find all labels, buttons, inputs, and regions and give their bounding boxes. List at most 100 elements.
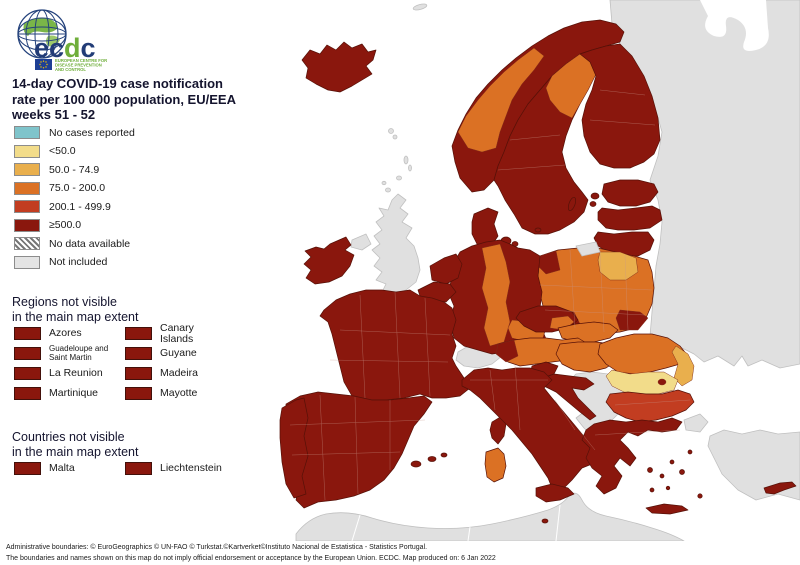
footer-line2: The boundaries and names shown on this m…: [6, 554, 496, 562]
europe-choropleth-map: [279, 0, 800, 541]
map-region-estonia: [601, 179, 659, 207]
map-region-united-kingdom: [371, 193, 421, 295]
legend-label: 75.0 - 200.0: [49, 182, 106, 194]
countries-not-visible-list: Malta Liechtenstein: [14, 462, 224, 482]
map-region-bulgaria: [605, 389, 695, 423]
legend-item-lt50: <50.0: [14, 144, 135, 158]
map-region-portugal: [279, 397, 309, 499]
legend-item-50-74: 50.0 - 74.9: [14, 163, 135, 176]
map-region-ireland: [303, 236, 355, 285]
map-region-gotland: [567, 196, 577, 212]
white-sea: [700, 0, 769, 51]
left-info-panel: ecdc EUROPEAN CENTRE FOR DISEASE PREVENT…: [0, 0, 280, 541]
region-swatch: [14, 387, 41, 400]
map-region-faroe-islands: [388, 128, 398, 140]
legend-label: No cases reported: [49, 126, 135, 139]
region-item-guyane: Guyane: [125, 347, 224, 360]
map-region-norway-mid: [457, 47, 545, 153]
region-swatch: [14, 347, 41, 360]
regions-not-visible-list: Azores Guadeloupe and Saint Martin La Re…: [14, 323, 224, 407]
legend-label: Not included: [49, 256, 108, 268]
map-region-latvia: [597, 205, 663, 231]
regions-column-1: Azores Guadeloupe and Saint Martin La Re…: [14, 327, 113, 407]
region-swatch: [14, 327, 41, 340]
map-region-cyprus: [763, 481, 797, 495]
region-swatch: [14, 367, 41, 380]
map-region-finland: [579, 43, 661, 169]
legend-label: <50.0: [49, 145, 76, 157]
legend-item-no-cases: No cases reported: [14, 126, 135, 139]
map-region-croatia: [537, 373, 597, 421]
legend-item-75-200: 75.0 - 200.0: [14, 181, 135, 195]
map-region-scottish-isles: [381, 155, 412, 193]
footer-line1: Administrative boundaries: © EuroGeograp…: [6, 544, 428, 551]
map-region-greece: [581, 417, 683, 495]
region-swatch: [125, 327, 152, 340]
map-region-sicily: [535, 483, 575, 503]
legend-chip-50-74: [14, 163, 40, 176]
map-region-turkey-thrace: [683, 413, 709, 433]
map-region-turkey: [707, 429, 800, 501]
country-swatch: [14, 462, 41, 475]
legend-label: 200.1 - 499.9: [49, 200, 111, 213]
map-region-estonia-islands: [589, 192, 600, 207]
legend-label: 50.0 - 74.9: [49, 163, 100, 176]
legend-chip-no-data: [14, 237, 40, 250]
legend-chip-lt50: [14, 144, 40, 158]
africa-country-borders: [351, 504, 561, 541]
map-region-germany-central: [481, 243, 511, 347]
countries-not-visible-heading: Countries not visible in the main map ex…: [12, 430, 139, 459]
map-region-austria-west: [495, 339, 519, 363]
map-region-romania-east: [671, 345, 695, 387]
legend-item-gte500: ≥500.0: [14, 218, 135, 232]
legend-chip-gte500: [14, 218, 40, 232]
region-item-canary-islands: Canary Islands: [125, 323, 224, 344]
region-item-mayotte: Mayotte: [125, 387, 224, 400]
region-item-madeira: Madeira: [125, 367, 224, 380]
legend-chip-200-499: [14, 200, 40, 213]
map-region-bucharest: [657, 378, 667, 386]
region-item-martinique: Martinique: [14, 387, 113, 400]
svg-text:EUROPEAN CENTRE FOR: EUROPEAN CENTRE FOR: [55, 58, 107, 63]
legend-item-200-499: 200.1 - 499.9: [14, 200, 135, 213]
region-swatch: [125, 387, 152, 400]
map-legend: No cases reported <50.0 50.0 - 74.9 75.0…: [14, 126, 135, 274]
region-swatch: [125, 347, 152, 360]
map-region-greek-islands: [647, 449, 703, 499]
svg-text:AND CONTROL: AND CONTROL: [55, 67, 86, 72]
map-title-line2: rate per 100 000 population, EU/EEA: [12, 91, 236, 107]
country-swatch: [125, 462, 152, 475]
legend-chip-no-cases: [14, 126, 40, 139]
svg-text:DISEASE PREVENTION: DISEASE PREVENTION: [55, 63, 102, 68]
country-item-liechtenstein: Liechtenstein: [125, 462, 224, 475]
map-region-northern-ireland: [350, 233, 372, 251]
regions-column-2: Canary Islands Guyane Madeira Mayotte: [125, 323, 224, 407]
ecdc-org-name: EUROPEAN CENTRE FOR DISEASE PREVENTION A…: [55, 58, 107, 72]
map-title: 14-day COVID-19 case notification rate p…: [12, 76, 236, 123]
ecdc-logo: ecdc EUROPEAN CENTRE FOR DISEASE PREVENT…: [17, 9, 107, 72]
ecdc-wordmark: ecdc: [34, 33, 96, 63]
map-region-north-africa: [295, 492, 685, 541]
region-item-la-reunion: La Reunion: [14, 367, 113, 380]
map-footer-credits: Administrative boundaries: © EuroGeograp…: [6, 543, 496, 564]
map-region-malta: [541, 518, 549, 524]
legend-chip-75-200: [14, 181, 40, 195]
map-title-line3: weeks 51 - 52: [12, 107, 96, 122]
legend-chip-not-included: [14, 255, 40, 269]
legend-label: ≥500.0: [49, 219, 82, 231]
map-title-line1: 14-day COVID-19 case notification: [12, 76, 223, 91]
country-item-malta: Malta: [14, 462, 113, 475]
legend-label: No data available: [49, 237, 131, 250]
region-item-azores: Azores: [14, 327, 113, 340]
region-swatch: [125, 367, 152, 380]
globe-icon: [17, 9, 67, 59]
nuts-region-borders: [289, 89, 691, 501]
eu-flag-icon: [35, 59, 52, 70]
legend-item-no-data: No data available: [14, 237, 135, 250]
legend-item-not-included: Not included: [14, 255, 135, 269]
map-region-netherlands: [429, 253, 463, 285]
region-item-guadeloupe: Guadeloupe and Saint Martin: [14, 344, 113, 361]
map-region-svalbard: [412, 3, 428, 11]
regions-not-visible-heading: Regions not visible in the main map exte…: [12, 295, 139, 324]
